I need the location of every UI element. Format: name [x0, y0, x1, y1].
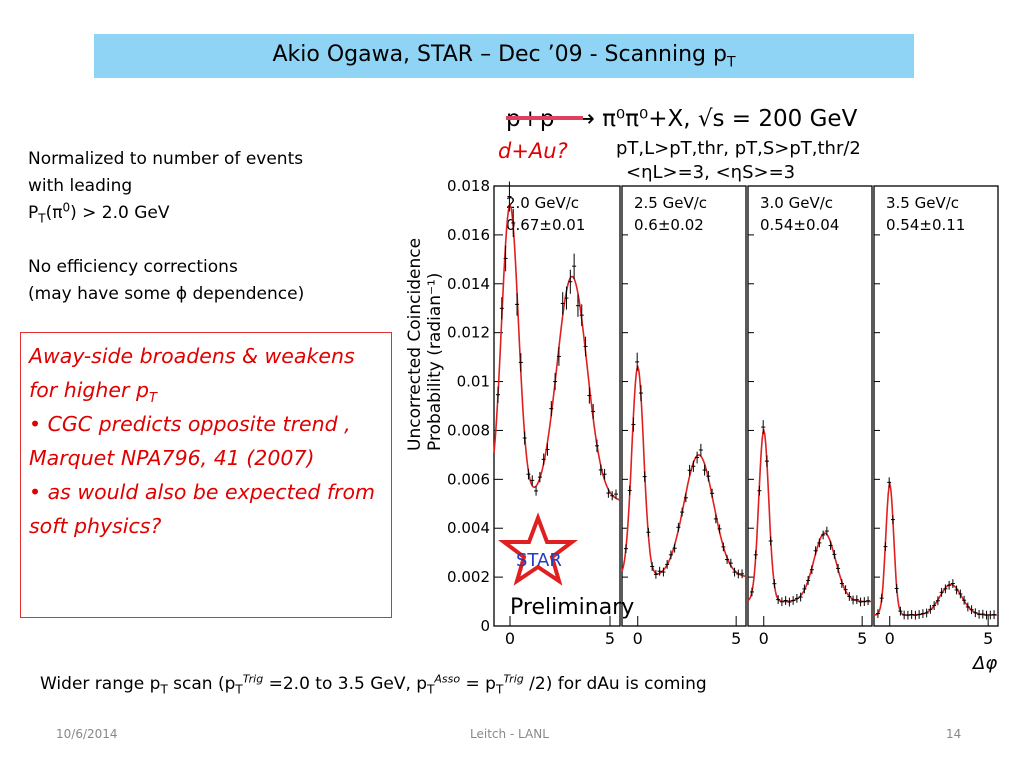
x-tick-label: 5: [605, 629, 615, 648]
star-logo: STAR: [498, 512, 578, 586]
panel-ratio-label: 0.54±0.04: [760, 216, 839, 234]
y-tick-label: 0.01: [457, 373, 490, 391]
slide-title-bar: Akio Ogawa, STAR – Dec ’09 - Scanning pT: [94, 34, 914, 78]
fit-curve: [493, 204, 621, 501]
correlation-figure: p+p ⟶ π⁰π⁰+X, √s = 200 GeV d+Au? pT,L>pT…: [398, 96, 1018, 676]
x-tick-label: 0: [633, 629, 643, 648]
y-tick-label: 0.012: [447, 324, 490, 342]
panel-frame: [493, 185, 621, 627]
plot-panels: 0 52.0 GeV/c0.67±0.010 52.5 GeV/c0.6±0.020…: [493, 181, 999, 648]
x-tick-label: 0: [505, 629, 515, 648]
star-logo-text: STAR: [516, 550, 562, 571]
correlation-plot-svg: p+p ⟶ π⁰π⁰+X, √s = 200 GeV d+Au? pT,L>pT…: [405, 106, 999, 674]
panel-ratio-label: 0.67±0.01: [506, 216, 585, 234]
y-label-line-2: Probability (radian⁻¹): [425, 273, 445, 451]
x-tick-label: 5: [983, 629, 993, 648]
panel-frame: [873, 185, 999, 627]
note-line-2: with leading: [28, 176, 133, 196]
star-shape: [498, 512, 578, 586]
cuts-line-2: <ηL>=3, <ηS>=3: [626, 162, 795, 183]
y-tick-label: 0.006: [447, 470, 490, 488]
panel-ratio-label: 0.6±0.02: [634, 216, 704, 234]
y-label-line-1: Uncorrected Coincidence: [405, 238, 425, 451]
note-line-4: No efficiency corrections: [28, 257, 238, 277]
fit-curve: [621, 364, 747, 578]
panel-pt-label: 3.5 GeV/c: [886, 194, 959, 212]
note-line-1: Normalized to number of events: [28, 149, 304, 169]
fit-curve: [873, 481, 998, 616]
x-tick-label: 0: [885, 629, 895, 648]
footer-page: 14: [946, 727, 962, 741]
panel-frame: [621, 185, 747, 627]
y-tick-label: 0.008: [447, 421, 490, 439]
x-axis-label: Δφ: [971, 653, 997, 674]
panel-ratio-label: 0.54±0.11: [886, 216, 965, 234]
conclusion-bullet-1: • CGC predicts opposite trend , Marquet …: [29, 412, 351, 470]
x-tick-label: 0: [759, 629, 769, 648]
notes-block: Normalized to number of events with lead…: [28, 146, 388, 308]
conclusion-bullet-2: • as would also be expected from soft ph…: [29, 480, 376, 538]
panel-frame: [747, 185, 873, 627]
y-tick-label: 0.014: [447, 275, 490, 293]
y-tick-label: 0.016: [447, 226, 490, 244]
y-tick-label: 0.002: [447, 568, 490, 586]
conclusion-box: Away-side broadens & weakens for higher …: [20, 332, 392, 618]
y-tick-label: 0.018: [447, 177, 490, 195]
y-tick-label: 0: [480, 617, 490, 635]
y-axis-label: Uncorrected Coincidence Probability (rad…: [405, 238, 445, 451]
slide-title: Akio Ogawa, STAR – Dec ’09 - Scanning pT: [272, 41, 736, 71]
panel-pt-label: 2.0 GeV/c: [506, 194, 579, 212]
note-line-3: PT(π0) > 2.0 GeV: [28, 200, 170, 226]
note-line-5: (may have some ϕ dependence): [28, 284, 305, 304]
x-tick-label: 5: [731, 629, 741, 648]
footer-date: 10/6/2014: [56, 727, 118, 741]
panel-pt-label: 2.5 GeV/c: [634, 194, 707, 212]
y-tick-labels: 0.018 0.016 0.014 0.012 0.01 0.008 0.006 0.004 0…: [447, 177, 490, 635]
footer-center: Leitch - LANL: [470, 727, 549, 741]
y-tick-label: 0.004: [447, 519, 490, 537]
dau-label: d+Au?: [498, 139, 568, 163]
conclusion-main: Away-side broadens & weakens for higher …: [29, 344, 355, 407]
fit-curve: [747, 428, 873, 603]
cuts-line-1: pT,L>pT,thr, pT,S>pT,thr/2: [616, 138, 861, 159]
caption: Wider range pT scan (pTTrig =2.0 to 3.5 …: [40, 672, 707, 697]
panel-pt-label: 3.0 GeV/c: [760, 194, 833, 212]
preliminary-label: Preliminary: [510, 595, 634, 620]
x-tick-label: 5: [857, 629, 867, 648]
